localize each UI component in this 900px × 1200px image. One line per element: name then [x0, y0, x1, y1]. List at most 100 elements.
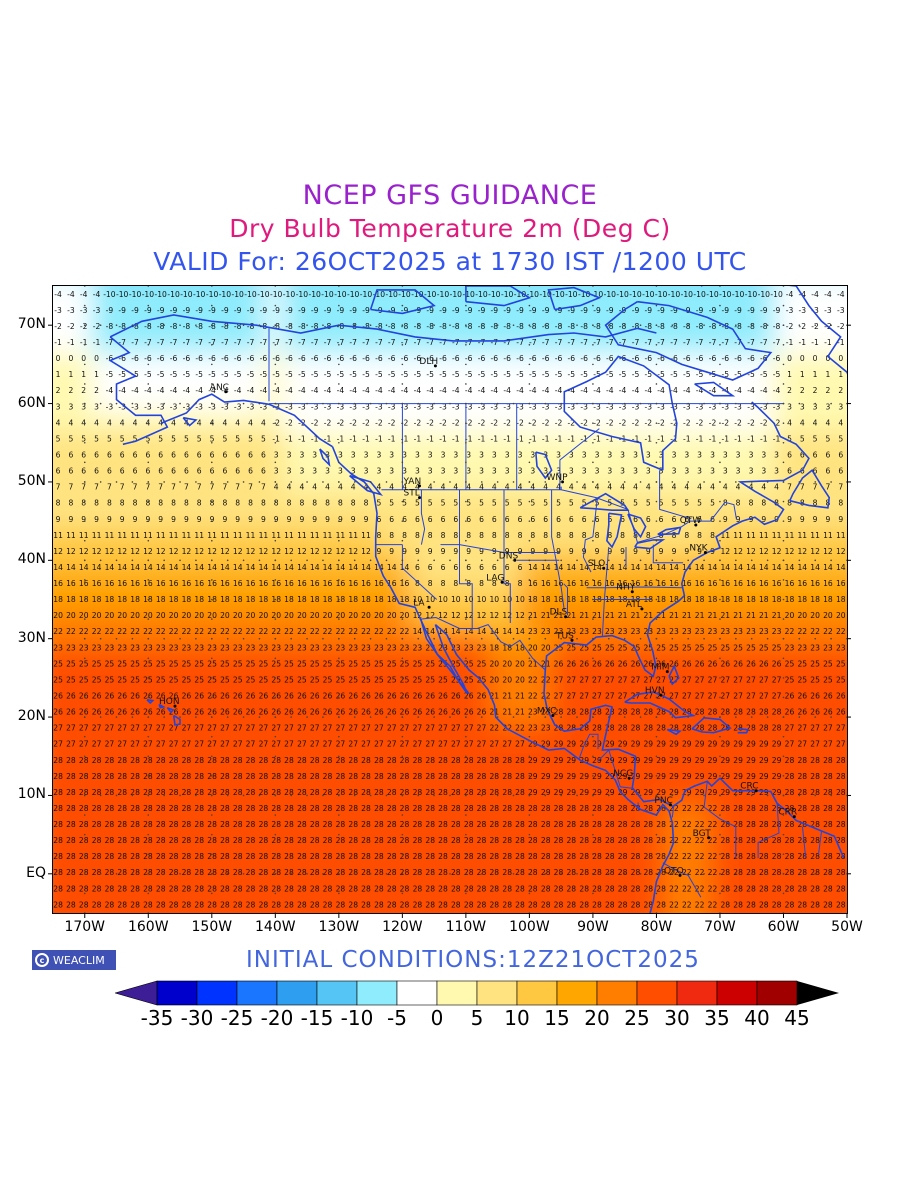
grid-value: -3 — [837, 306, 845, 315]
temperature-cell — [234, 333, 255, 356]
grid-value: 11 — [746, 531, 756, 540]
grid-value: 9 — [569, 547, 574, 556]
grid-value: 22 — [823, 627, 833, 636]
grid-value: 27 — [105, 740, 115, 749]
station-hon: HON — [159, 697, 180, 707]
grid-value: 4 — [107, 418, 112, 427]
grid-value: -3 — [170, 402, 178, 411]
grid-value: -1 — [760, 434, 768, 443]
temperature-cell — [155, 294, 176, 317]
temperature-cell — [695, 333, 716, 356]
grid-value: 28 — [284, 884, 294, 893]
grid-value: 23 — [746, 627, 756, 636]
graticule-dot — [560, 559, 562, 562]
grid-value: 23 — [271, 643, 281, 652]
graticule-dot — [449, 402, 451, 405]
grid-value: 28 — [297, 756, 307, 765]
grid-value: 28 — [143, 804, 153, 813]
grid-value: 25 — [746, 643, 756, 652]
grid-value: 16 — [117, 579, 127, 588]
grid-value: 28 — [259, 884, 269, 893]
grid-value: 26 — [605, 659, 615, 668]
graticule-dot — [750, 637, 753, 640]
grid-value: 28 — [566, 868, 576, 877]
grid-value: 25 — [400, 659, 410, 668]
grid-value: 26 — [207, 692, 217, 701]
temperature-cell — [123, 412, 144, 435]
graticule-dot — [290, 559, 292, 562]
grid-value: -9 — [503, 306, 511, 315]
grid-value: 12 — [220, 547, 230, 556]
grid-value: -2 — [580, 418, 588, 427]
grid-value: 28 — [797, 884, 807, 893]
graticule-dot — [608, 559, 610, 562]
graticule-dot — [83, 853, 86, 856]
grid-value: 28 — [502, 868, 512, 877]
graticule-dot — [211, 481, 213, 483]
temperature-cell — [171, 353, 192, 376]
grid-value: 29 — [733, 756, 743, 765]
grid-value: 21 — [618, 611, 628, 620]
graticule-dot — [274, 618, 277, 620]
graticule-dot — [703, 559, 705, 562]
grid-value: 28 — [182, 868, 192, 877]
grid-value: 28 — [156, 804, 166, 813]
grid-value: 28 — [810, 900, 820, 909]
grid-value: 4 — [710, 483, 715, 492]
grid-value: 28 — [105, 868, 115, 877]
grid-value: 4 — [197, 418, 202, 427]
grid-value: 7 — [210, 483, 215, 492]
graticule-dot — [750, 481, 753, 483]
grid-value: 25 — [836, 659, 846, 668]
grid-value: -2 — [375, 418, 383, 427]
grid-value: 4 — [736, 483, 741, 492]
grid-value: 27 — [656, 675, 666, 684]
grid-value: 28 — [297, 788, 307, 797]
grid-value: 10 — [438, 595, 448, 604]
graticule-dot — [131, 637, 134, 640]
grid-value: 25 — [323, 675, 333, 684]
graticule-dot — [274, 520, 277, 522]
grid-value: 28 — [336, 756, 346, 765]
grid-value: 14 — [348, 563, 358, 572]
grid-value: 3 — [274, 451, 279, 460]
grid-value: 28 — [284, 772, 294, 781]
graticule-dot — [83, 657, 86, 660]
grid-value: 25 — [336, 675, 346, 684]
grid-value: 8 — [325, 499, 330, 508]
graticule-dot — [671, 402, 674, 405]
grid-value: 11 — [233, 531, 243, 540]
grid-value: 28 — [310, 820, 320, 829]
grid-value: 28 — [220, 820, 230, 829]
graticule-dot — [798, 402, 801, 405]
grid-value: 28 — [92, 772, 102, 781]
grid-value: 28 — [387, 900, 397, 909]
grid-value: 6 — [261, 467, 266, 476]
graticule-dot — [322, 716, 324, 718]
graticule-dot — [496, 794, 499, 797]
temperature-cell — [409, 353, 430, 376]
grid-value: 27 — [220, 724, 230, 733]
grid-value: 28 — [772, 724, 782, 733]
grid-value: 6 — [530, 515, 535, 524]
grid-value: 28 — [182, 820, 192, 829]
temperature-cell — [599, 294, 620, 317]
grid-value: 18 — [310, 595, 320, 604]
graticule-dot — [131, 716, 134, 718]
grid-value: 28 — [605, 852, 615, 861]
grid-value: 28 — [554, 836, 564, 845]
temperature-cell — [59, 412, 80, 435]
temperature-cell — [822, 372, 843, 395]
grid-value: 22 — [695, 852, 705, 861]
grid-value: 5 — [569, 499, 574, 508]
grid-value: 3 — [556, 451, 561, 460]
graticule-dot — [401, 539, 404, 542]
graticule-dot — [766, 637, 769, 640]
graticule-dot — [211, 324, 213, 326]
grid-value: 14 — [271, 563, 281, 572]
grid-value: 16 — [823, 579, 833, 588]
grid-value: 25 — [220, 675, 230, 684]
grid-value: 12 — [284, 547, 294, 556]
grid-value: 28 — [246, 756, 256, 765]
grid-value: 27 — [618, 675, 628, 684]
